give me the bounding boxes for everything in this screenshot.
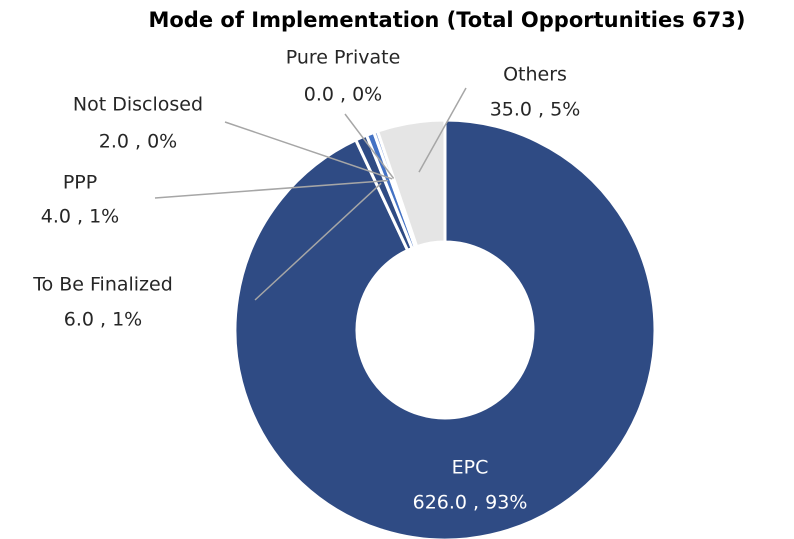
data-label: 626.0 , 93%: [413, 492, 528, 514]
chart-title: Mode of Implementation (Total Opportunit…: [148, 8, 745, 32]
data-label: 2.0 , 0%: [99, 131, 177, 153]
leader-line: [154, 179, 389, 199]
leader-line: [254, 182, 382, 301]
category-label: To Be Finalized: [32, 274, 173, 296]
category-label: Not Disclosed: [73, 94, 203, 116]
data-label: 6.0 , 1%: [64, 309, 142, 331]
data-label: 0.0 , 0%: [304, 84, 382, 106]
slice: [233, 118, 657, 539]
leader-line: [344, 113, 395, 179]
leader-line: [418, 87, 467, 173]
slice: [375, 118, 447, 249]
category-label: Others: [503, 64, 567, 86]
data-label: 35.0 , 5%: [490, 99, 581, 121]
category-label: EPC: [452, 457, 489, 479]
category-label: Pure Private: [286, 47, 401, 69]
leader-line: [224, 121, 393, 180]
category-label: PPP: [63, 172, 97, 194]
data-label: 4.0 , 1%: [41, 206, 119, 228]
